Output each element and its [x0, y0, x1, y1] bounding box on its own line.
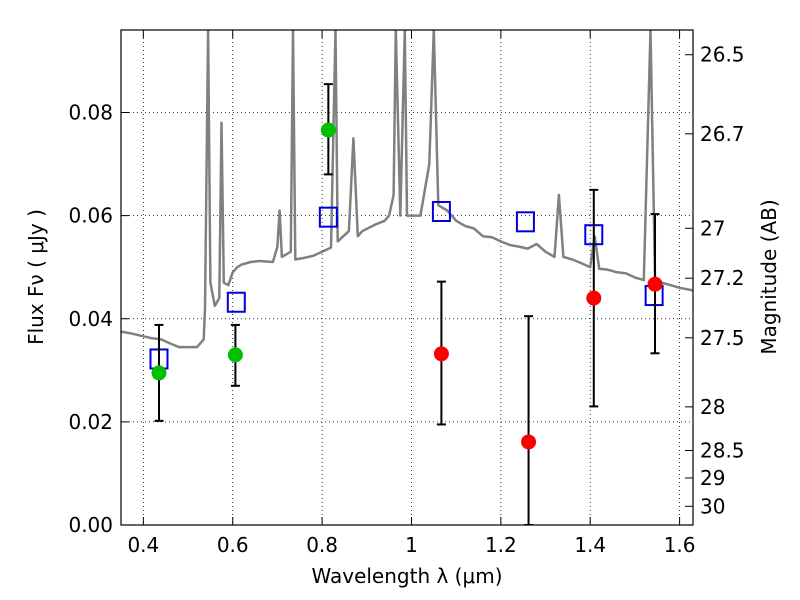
x-tick-label: 1.4	[574, 533, 606, 557]
magnitude-tick-label: 27.2	[700, 266, 745, 290]
y-tick-label: 0.04	[68, 307, 113, 331]
magnitude-tick-label: 27.5	[700, 326, 745, 350]
observed-flux-point	[521, 434, 537, 450]
magnitude-tick-label: 28.5	[700, 438, 745, 462]
observed-flux-point	[647, 276, 663, 292]
y-axis-label: Flux Fν ( μJy )	[24, 209, 48, 345]
plot-content	[121, 30, 693, 525]
y-tick-label: 0.06	[68, 204, 113, 228]
model-photometry-square	[226, 291, 246, 313]
model-photometry-square	[515, 211, 535, 233]
ticks: 0.4 0.6 0.8 1 1.2 1.4 1.6 0.00 0.02 0.04 0.06 0.08 2…	[68, 30, 745, 557]
plot-frame	[120, 29, 694, 526]
y-tick-label: 0.08	[68, 101, 113, 125]
observed-flux-point	[433, 346, 449, 362]
x-tick-label: 0.6	[217, 533, 249, 557]
magnitude-tick-label: 30	[700, 494, 725, 518]
x-tick-label: 0.4	[127, 533, 159, 557]
y-axis-right-label: Magnitude (AB)	[757, 199, 781, 354]
observed-flux-point	[151, 365, 167, 381]
observed-flux-point	[227, 347, 243, 363]
observed-flux-point	[586, 290, 602, 306]
observed-flux-point	[320, 122, 336, 138]
y-tick-label: 0.00	[68, 513, 113, 537]
magnitude-tick-label: 26.5	[700, 43, 745, 67]
magnitude-tick-label: 26.7	[700, 122, 745, 146]
x-tick-label: 0.8	[306, 533, 338, 557]
magnitude-tick-label: 28	[700, 395, 725, 419]
x-tick-label: 1.2	[485, 533, 517, 557]
x-tick-label: 1.6	[664, 533, 696, 557]
magnitude-tick-label: 29	[700, 466, 725, 490]
x-axis-label: Wavelength λ (μm)	[311, 564, 502, 588]
model-photometry-square	[318, 206, 338, 228]
model-spectrum-line	[121, 30, 693, 349]
model-photometry-square	[431, 201, 451, 222]
magnitude-tick-label: 27	[700, 216, 725, 240]
x-tick-label: 1	[405, 533, 418, 557]
y-tick-label: 0.02	[68, 410, 113, 434]
